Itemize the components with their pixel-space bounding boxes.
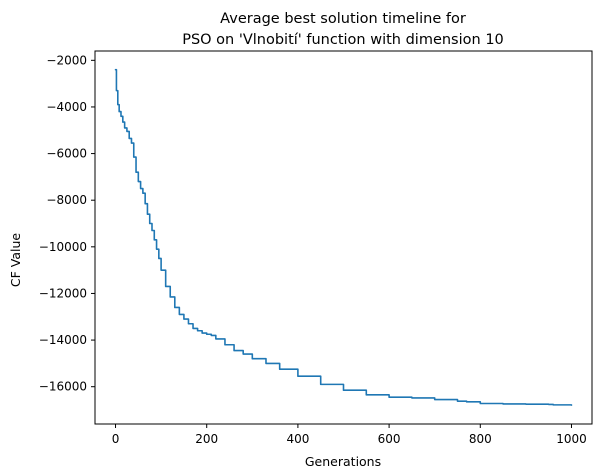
x-tick-label: 800 <box>469 432 492 446</box>
x-tick-label: 600 <box>378 432 401 446</box>
y-tick-label: −12000 <box>39 286 87 300</box>
x-tick-label: 0 <box>112 432 120 446</box>
y-axis-label: CF Value <box>8 233 23 288</box>
y-tick-label: −16000 <box>39 380 87 394</box>
x-axis-label: Generations <box>305 454 381 469</box>
plot-frame <box>94 50 593 425</box>
y-tick-label: −2000 <box>46 53 87 67</box>
y-tick-label: −10000 <box>39 240 87 254</box>
plot-area <box>94 50 593 425</box>
x-axis-ticks: 0 200 400 600 800 1000 <box>112 424 587 446</box>
y-tick-label: −4000 <box>46 100 87 114</box>
series-line-0 <box>114 68 573 406</box>
chart-title-line-1: Average best solution timeline for <box>220 11 466 27</box>
y-axis-ticks: −16000 −14000 −12000 −10000 −8000 −6000 −4000 −… <box>39 53 95 394</box>
x-tick-label: 1000 <box>556 432 587 446</box>
series-layer <box>114 68 573 406</box>
y-tick-label: −8000 <box>46 193 87 207</box>
chart-title-line-2: PSO on 'Vlnobití' function with dimensio… <box>182 32 504 48</box>
x-tick-label: 400 <box>286 432 309 446</box>
x-tick-label: 200 <box>195 432 218 446</box>
y-tick-label: −14000 <box>39 333 87 347</box>
y-tick-label: −6000 <box>46 147 87 161</box>
